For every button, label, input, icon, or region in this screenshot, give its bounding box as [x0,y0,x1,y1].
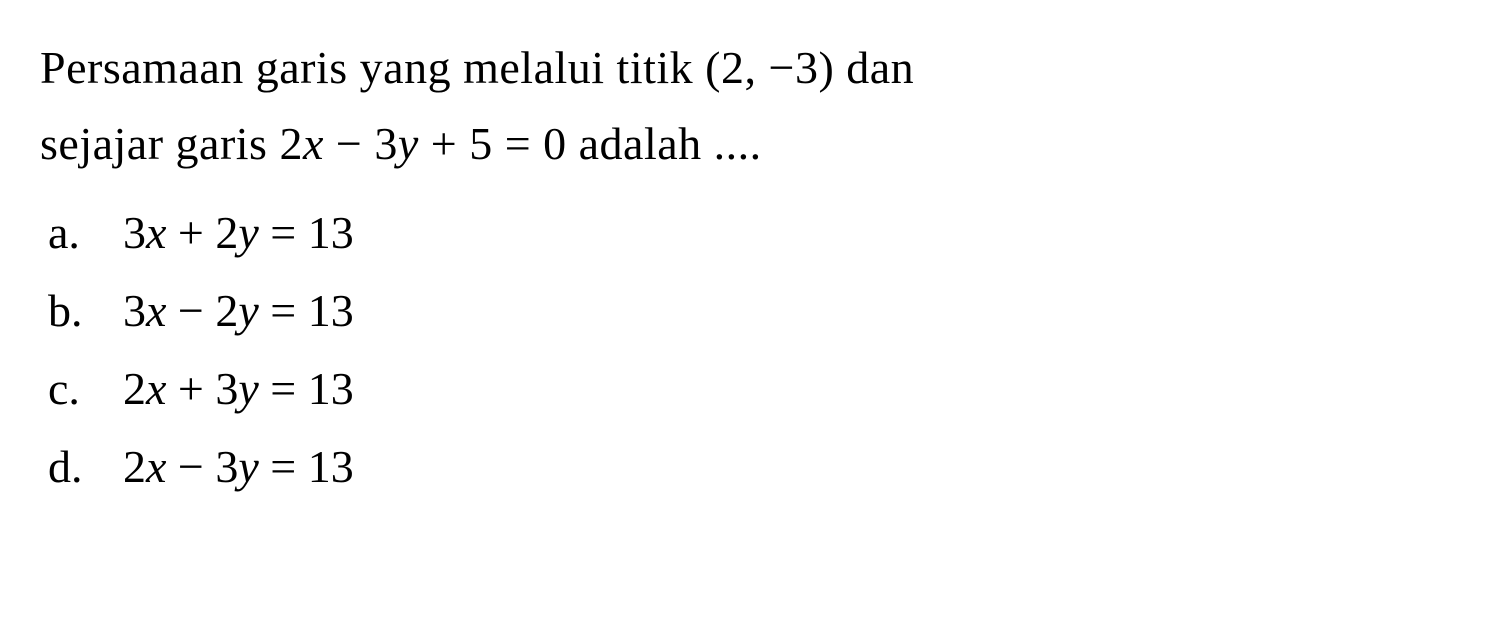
option-c-var2: y [238,363,258,414]
option-d-mid: − 3 [166,441,238,492]
option-a-mid: + 2 [166,207,238,258]
option-d-equation: 2x − 3y = 13 [123,428,354,506]
question-line2-part2: − 3 [324,118,398,169]
option-d: d. 2x − 3y = 13 [48,428,1470,506]
option-a-letter: a. [48,194,123,272]
option-a-var1: x [146,207,166,258]
option-d-prefix: 2 [123,441,146,492]
option-d-suffix: = 13 [259,441,354,492]
option-b-prefix: 3 [123,285,146,336]
option-c-prefix: 2 [123,363,146,414]
question-var-x: x [303,118,324,169]
option-c-mid: + 3 [166,363,238,414]
option-b-suffix: = 13 [259,285,354,336]
option-d-var1: x [146,441,166,492]
option-c-suffix: = 13 [259,363,354,414]
option-b-var2: y [238,285,258,336]
option-c-letter: c. [48,350,123,428]
question-line2-part1: sejajar garis 2 [40,118,303,169]
question-var-y: y [398,118,419,169]
option-c-equation: 2x + 3y = 13 [123,350,354,428]
option-a-suffix: = 13 [259,207,354,258]
question-line1-part1: Persamaan garis yang melalui titik (2, [40,42,768,93]
option-c-var1: x [146,363,166,414]
option-a-equation: 3x + 2y = 13 [123,194,354,272]
question-line2-part3: + 5 = 0 adalah .... [419,118,762,169]
option-b-mid: − 2 [166,285,238,336]
option-a: a. 3x + 2y = 13 [48,194,1470,272]
option-b-equation: 3x − 2y = 13 [123,272,354,350]
question-minus: − [768,42,794,93]
options-list: a. 3x + 2y = 13 b. 3x − 2y = 13 c. 2x + … [48,194,1470,507]
option-b-var1: x [146,285,166,336]
option-d-var2: y [238,441,258,492]
option-c: c. 2x + 3y = 13 [48,350,1470,428]
option-b: b. 3x − 2y = 13 [48,272,1470,350]
option-a-var2: y [238,207,258,258]
question-text: Persamaan garis yang melalui titik (2, −… [40,30,1470,182]
question-line1-part2: 3) dan [795,42,914,93]
option-a-prefix: 3 [123,207,146,258]
option-d-letter: d. [48,428,123,506]
option-b-letter: b. [48,272,123,350]
